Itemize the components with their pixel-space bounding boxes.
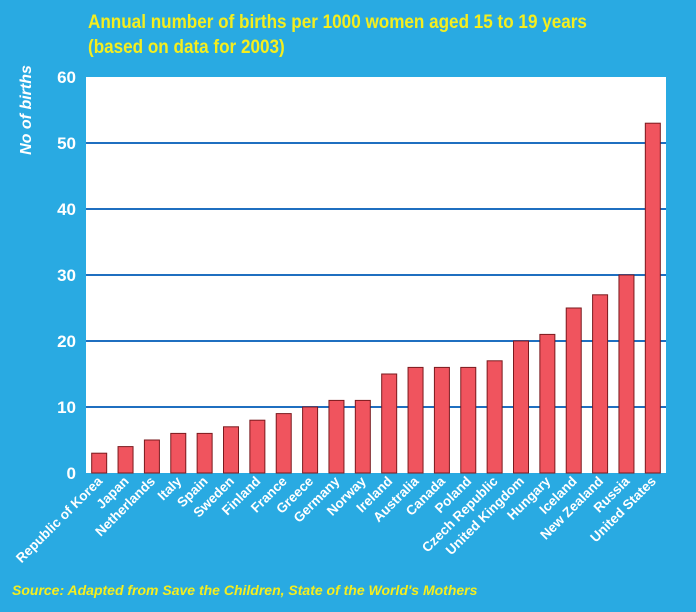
- bar: [381, 373, 398, 474]
- y-tick-label: 0: [67, 464, 76, 483]
- x-tick-label: Republic of Korea: [13, 473, 106, 566]
- bar: [302, 406, 319, 474]
- bar: [328, 399, 345, 474]
- source-note: Source: Adapted from Save the Children, …: [12, 582, 478, 598]
- bar: [91, 452, 108, 474]
- chart-title-line-2: (based on data for 2003): [88, 37, 285, 58]
- y-axis-label: No of births: [18, 65, 35, 155]
- bar: [354, 399, 371, 474]
- y-tick-label: 20: [57, 332, 76, 351]
- bar: [565, 307, 582, 474]
- bar: [275, 413, 292, 474]
- bar: [407, 366, 424, 474]
- y-tick-label: 50: [57, 134, 76, 153]
- y-tick-label: 60: [57, 68, 76, 87]
- bar: [249, 419, 266, 474]
- bar: [618, 274, 635, 474]
- bar: [486, 360, 503, 474]
- bar: [143, 439, 160, 474]
- chart-title-line-1: Annual number of births per 1000 women a…: [88, 12, 587, 33]
- chart-title: Annual number of births per 1000 women a…: [88, 10, 587, 60]
- bar: [460, 366, 477, 474]
- bar: [644, 122, 661, 474]
- bar: [433, 366, 450, 474]
- bar: [223, 426, 239, 474]
- bar: [170, 432, 187, 474]
- x-tick-labels: Republic of KoreaJapanNetherlandsItalySp…: [13, 473, 659, 566]
- bar: [196, 432, 213, 474]
- y-tick-label: 10: [57, 398, 76, 417]
- gridlines: [86, 142, 666, 408]
- bar: [117, 446, 134, 474]
- bars: [91, 122, 661, 474]
- bar: [592, 294, 609, 474]
- y-tick-label: 30: [57, 266, 76, 285]
- bar: [513, 340, 529, 474]
- bar: [539, 333, 556, 474]
- y-tick-label: 40: [57, 200, 76, 219]
- y-tick-labels: 0 10 20 30 40 50 60: [57, 68, 76, 483]
